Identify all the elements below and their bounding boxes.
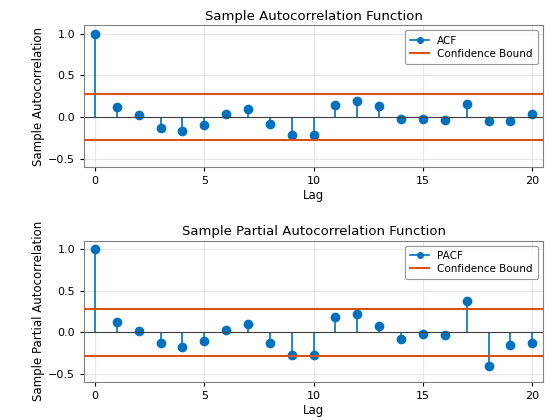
Y-axis label: Sample Partial Autocorrelation: Sample Partial Autocorrelation — [32, 221, 45, 402]
X-axis label: Lag: Lag — [303, 404, 324, 417]
Legend: ACF, Confidence Bound: ACF, Confidence Bound — [405, 30, 538, 64]
Title: Sample Autocorrelation Function: Sample Autocorrelation Function — [204, 10, 423, 23]
Legend: PACF, Confidence Bound: PACF, Confidence Bound — [405, 246, 538, 279]
X-axis label: Lag: Lag — [303, 189, 324, 202]
Title: Sample Partial Autocorrelation Function: Sample Partial Autocorrelation Function — [181, 225, 446, 238]
Y-axis label: Sample Autocorrelation: Sample Autocorrelation — [32, 26, 45, 165]
